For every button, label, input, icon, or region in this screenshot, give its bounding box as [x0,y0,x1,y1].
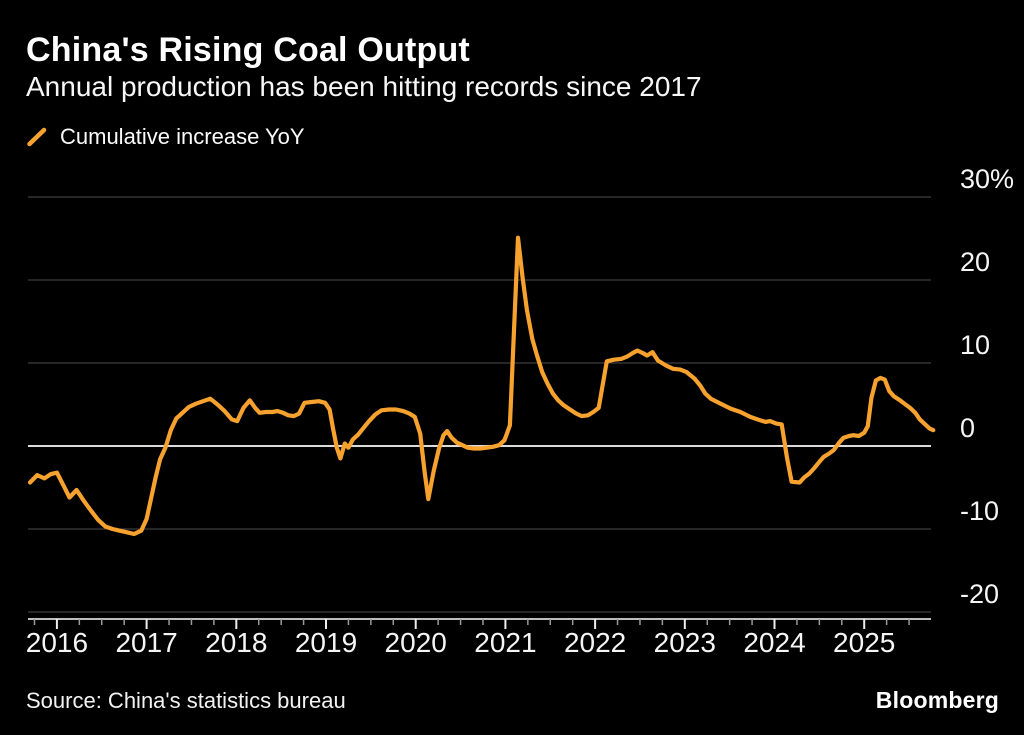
x-axis-label: 2019 [295,627,357,658]
y-axis-label: 20 [960,247,990,277]
x-axis-label: 2021 [474,627,536,658]
y-axis-label: 30% [960,164,1014,194]
y-axis-label: 10 [960,330,990,360]
chart-title: China's Rising Coal Output [26,31,470,69]
chart-subtitle: Annual production has been hitting recor… [26,71,702,102]
y-axis-label: -20 [960,579,999,609]
x-axis-label: 2016 [26,627,88,658]
x-axis-label: 2024 [743,627,805,658]
x-axis-label: 2025 [833,627,895,658]
x-axis-label: 2022 [564,627,626,658]
x-axis-label: 2023 [654,627,716,658]
legend-label: Cumulative increase YoY [60,124,305,149]
series-line-cumulative-increase-yoy [27,235,936,537]
legend-line-icon [27,127,47,147]
y-axis-label: 0 [960,413,975,443]
source-note: Source: China's statistics bureau [26,688,346,713]
y-axis-label: -10 [960,496,999,526]
x-axis-label: 2017 [115,627,177,658]
bloomberg-logo: Bloomberg [875,687,999,713]
legend: Cumulative increase YoY [27,124,305,150]
x-axis-label: 2018 [205,627,267,658]
x-axis-label: 2020 [385,627,447,658]
